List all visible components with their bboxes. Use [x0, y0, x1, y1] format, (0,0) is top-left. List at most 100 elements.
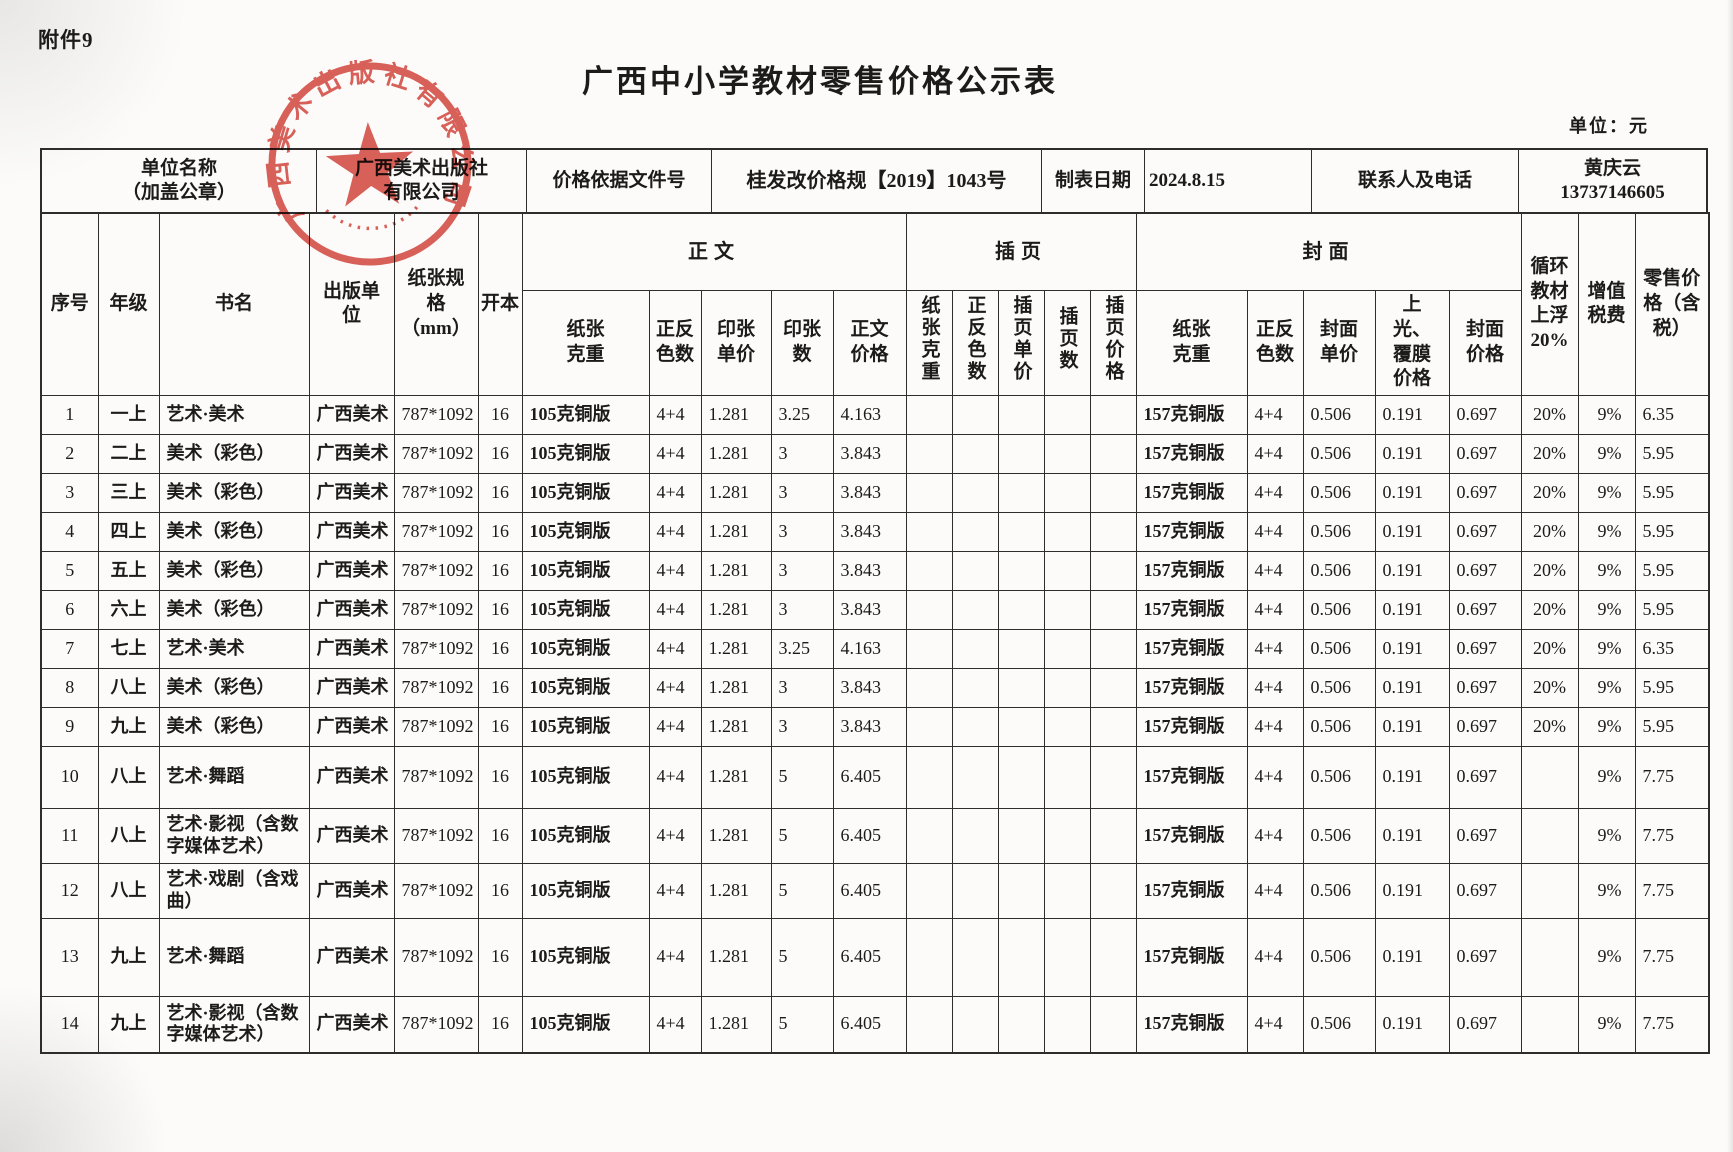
- table-header: 序号 年级 书名 出版单 位 纸张规 格 （mm） 开本 正文 插页 封面 循环…: [40, 212, 1710, 396]
- cell-retail: 6.35: [1634, 394, 1710, 435]
- cell-c_price: 0.697: [1448, 862, 1522, 919]
- cell-c_coating: 0.191: [1374, 472, 1450, 513]
- cell-i_colors: [951, 511, 999, 552]
- cell-i_colors: [951, 995, 999, 1054]
- table-body: 1 一上 艺术·美术 广西美术 787*1092 16 105克铜版 4+4 1.281 3.25…: [40, 394, 1710, 1054]
- cell-b_sheets: 3: [770, 433, 834, 474]
- cell-publisher: 广西美术: [308, 433, 395, 474]
- table-row: 14 九上 艺术·影视（含数字媒体艺术） 广西美术 787*1092 16 105克铜版 4+…: [40, 995, 1710, 1054]
- cell-vat: 9%: [1577, 433, 1636, 474]
- cell-i_unit: [997, 917, 1045, 997]
- cell-c_price: 0.697: [1448, 550, 1522, 591]
- cell-c_colors: 4+4: [1246, 589, 1304, 630]
- cell-book: 艺术·美术: [158, 628, 310, 669]
- cell-book: 艺术·影视（含数字媒体艺术）: [158, 995, 310, 1054]
- cell-book: 美术（彩色）: [158, 589, 310, 630]
- cell-b_sheets: 5: [770, 917, 834, 997]
- cell-c_paper: 157克铜版: [1135, 667, 1248, 708]
- cell-i_price: [1089, 628, 1137, 669]
- cell-i_paper: [905, 862, 953, 919]
- cell-b_price: 6.405: [832, 995, 907, 1054]
- col-header-seq: 序号: [40, 212, 99, 396]
- cell-i_price: [1089, 433, 1137, 474]
- cell-b_sheet_price: 1.281: [700, 745, 772, 809]
- cell-c_unit: 0.506: [1302, 550, 1376, 591]
- cell-b_sheets: 5: [770, 995, 834, 1054]
- cell-seq: 3: [40, 472, 99, 513]
- cell-b_price: 4.163: [832, 628, 907, 669]
- cell-b_paper: 105克铜版: [521, 807, 650, 864]
- cell-c_price: 0.697: [1448, 745, 1522, 809]
- col-header-insert-colors: 正反色数: [951, 289, 999, 396]
- cell-i_count: [1043, 745, 1091, 809]
- cell-b_sheets: 3: [770, 472, 834, 513]
- cell-grade: 六上: [97, 589, 160, 630]
- cell-c_paper: 157克铜版: [1135, 706, 1248, 747]
- cell-book: 艺术·影视（含数字媒体艺术）: [158, 807, 310, 864]
- cell-publisher: 广西美术: [308, 745, 395, 809]
- cell-b_sheet_price: 1.281: [700, 394, 772, 435]
- cell-i_paper: [905, 550, 953, 591]
- cell-vat: 9%: [1577, 511, 1636, 552]
- info-bar: 单位名称 （加盖公章） 广西美术出版社 有限公司 价格依据文件号 桂发改价格规【…: [40, 148, 1708, 212]
- cell-retail: 7.75: [1634, 745, 1710, 809]
- cell-i_colors: [951, 706, 999, 747]
- cell-b_paper: 105克铜版: [521, 667, 650, 708]
- cell-format: 16: [477, 706, 523, 747]
- cell-format: 16: [477, 433, 523, 474]
- table-row: 3 三上 美术（彩色） 广西美术 787*1092 16 105克铜版 4+4 1.281 3 3.…: [40, 472, 1710, 513]
- table-row: 4 四上 美术（彩色） 广西美术 787*1092 16 105克铜版 4+4 1.281 3 3.…: [40, 511, 1710, 552]
- cell-seq: 1: [40, 394, 99, 435]
- cell-i_price: [1089, 394, 1137, 435]
- cell-size: 787*1092: [393, 667, 479, 708]
- table-row: 10 八上 艺术·舞蹈 广西美术 787*1092 16 105克铜版 4+4 1.281 5 6.…: [40, 745, 1710, 809]
- cell-b_sheet_price: 1.281: [700, 667, 772, 708]
- cell-publisher: 广西美术: [308, 807, 395, 864]
- cell-i_price: [1089, 550, 1137, 591]
- table-row: 11 八上 艺术·影视（含数字媒体艺术） 广西美术 787*1092 16 105克铜版 4+…: [40, 807, 1710, 864]
- cell-i_paper: [905, 706, 953, 747]
- cell-c_paper: 157克铜版: [1135, 995, 1248, 1054]
- cell-i_paper: [905, 807, 953, 864]
- cell-c_paper: 157克铜版: [1135, 394, 1248, 435]
- cell-b_sheets: 5: [770, 807, 834, 864]
- cell-size: 787*1092: [393, 862, 479, 919]
- cell-recycle: 20%: [1520, 550, 1579, 591]
- table-row: 6 六上 美术（彩色） 广西美术 787*1092 16 105克铜版 4+4 1.281 3 3.…: [40, 589, 1710, 630]
- cell-publisher: 广西美术: [308, 550, 395, 591]
- cell-recycle: 20%: [1520, 472, 1579, 513]
- cell-c_coating: 0.191: [1374, 511, 1450, 552]
- cell-c_price: 0.697: [1448, 667, 1522, 708]
- cell-size: 787*1092: [393, 745, 479, 809]
- cell-format: 16: [477, 995, 523, 1054]
- col-header-body-price: 正文价格: [832, 289, 907, 396]
- cell-recycle: 20%: [1520, 511, 1579, 552]
- cell-seq: 13: [40, 917, 99, 997]
- cell-i_colors: [951, 433, 999, 474]
- cell-b_sheet_price: 1.281: [700, 706, 772, 747]
- cell-vat: 9%: [1577, 667, 1636, 708]
- cell-i_unit: [997, 995, 1045, 1054]
- cell-b_sheets: 5: [770, 862, 834, 919]
- cell-book: 美术（彩色）: [158, 433, 310, 474]
- cell-i_colors: [951, 807, 999, 864]
- cell-b_colors: 4+4: [648, 745, 702, 809]
- cell-i_count: [1043, 862, 1091, 919]
- cell-format: 16: [477, 862, 523, 919]
- cell-grade: 五上: [97, 550, 160, 591]
- cell-c_coating: 0.191: [1374, 706, 1450, 747]
- cell-c_unit: 0.506: [1302, 394, 1376, 435]
- cell-recycle: [1520, 995, 1579, 1054]
- cell-vat: 9%: [1577, 589, 1636, 630]
- cell-seq: 12: [40, 862, 99, 919]
- cell-seq: 11: [40, 807, 99, 864]
- cell-seq: 7: [40, 628, 99, 669]
- cell-i_unit: [997, 511, 1045, 552]
- cell-i_unit: [997, 862, 1045, 919]
- cell-seq: 14: [40, 995, 99, 1054]
- cell-publisher: 广西美术: [308, 628, 395, 669]
- cell-size: 787*1092: [393, 511, 479, 552]
- cell-b_sheets: 3: [770, 511, 834, 552]
- cell-b_price: 6.405: [832, 862, 907, 919]
- col-header-cover-paper: 纸张克重: [1135, 289, 1248, 396]
